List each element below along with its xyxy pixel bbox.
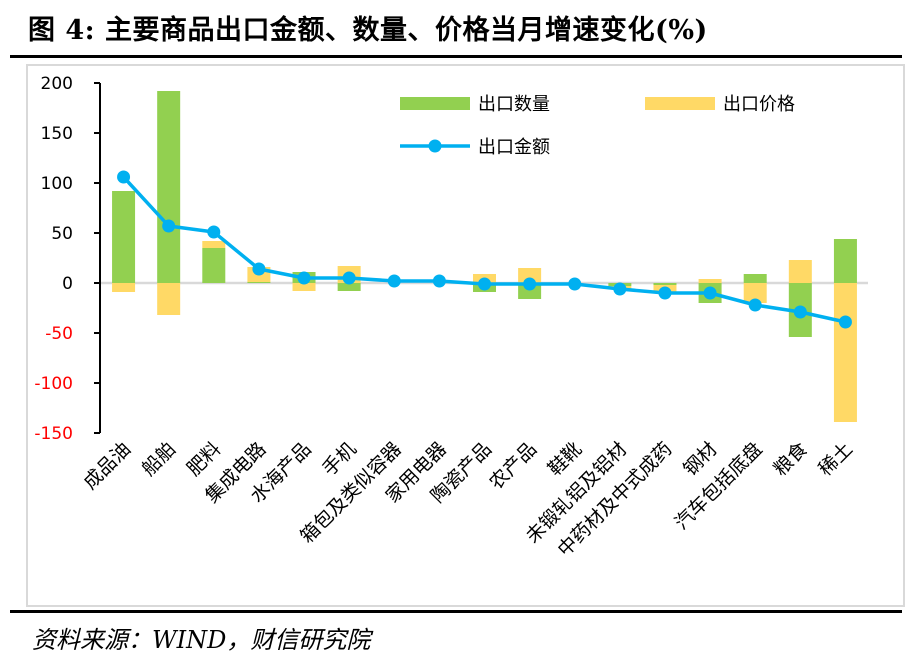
x-tick-label: 成品油 — [79, 438, 135, 494]
amount-point — [658, 286, 672, 300]
price-bar — [788, 260, 812, 283]
y-tick-label: -50 — [45, 324, 73, 344]
quantity-bar — [653, 283, 677, 285]
chart-title: 图 4: 主要商品出口金额、数量、价格当月增速变化(%) — [28, 15, 708, 46]
y-tick-label: -150 — [34, 424, 73, 444]
quantity-bar — [743, 274, 767, 283]
source-rule — [10, 610, 902, 613]
amount-point — [297, 271, 311, 285]
price-bar — [698, 279, 722, 283]
legend-item: 出口价格 — [645, 94, 795, 115]
quantity-bar — [337, 283, 361, 291]
legend-label: 出口数量 — [478, 94, 550, 115]
amount-line — [117, 170, 852, 329]
amount-point — [432, 274, 446, 288]
legend-marker — [428, 139, 442, 153]
legend-swatch — [400, 97, 470, 110]
amount-series-line — [122, 175, 846, 324]
amount-point — [342, 271, 356, 285]
quantity-bar — [833, 239, 857, 283]
quantity-bar — [247, 282, 271, 283]
y-tick-label: 0 — [62, 274, 73, 294]
price-bar — [518, 268, 542, 283]
price-bar — [202, 241, 226, 248]
amount-point — [252, 262, 266, 276]
legend-label: 出口金额 — [478, 137, 550, 158]
x-tick-label: 粮食 — [769, 438, 811, 480]
price-bar — [112, 283, 136, 292]
amount-point — [387, 274, 401, 288]
x-tick-label: 稀土 — [815, 438, 857, 480]
y-tick-label: 200 — [41, 74, 73, 94]
amount-point — [568, 277, 582, 291]
title-rule — [10, 55, 902, 58]
amount-point — [613, 282, 627, 296]
y-tick-label: 150 — [41, 124, 73, 144]
price-bar — [292, 283, 316, 291]
amount-point — [703, 286, 717, 300]
amount-point — [793, 305, 807, 319]
chart-frame — [26, 64, 905, 607]
price-bar — [833, 283, 857, 422]
amount-point — [478, 277, 491, 291]
legend-swatch — [645, 97, 715, 110]
y-tick-label: 100 — [41, 174, 73, 194]
x-tick-label: 船舶 — [138, 438, 180, 480]
amount-point — [207, 225, 221, 239]
amount-point — [838, 315, 852, 329]
price-bar — [743, 283, 767, 303]
legend-item: 出口数量 — [400, 94, 550, 115]
quantity-bar — [157, 91, 181, 283]
quantity-bar — [202, 248, 226, 283]
y-tick-label: 50 — [51, 224, 73, 244]
amount-point — [162, 219, 176, 233]
price-bar — [157, 283, 181, 315]
amount-point — [748, 298, 762, 312]
x-tick-label: 农产品 — [485, 438, 541, 494]
legend-label: 出口价格 — [723, 94, 795, 115]
source-note: 资料来源：WIND，财信研究院 — [32, 626, 371, 654]
amount-point — [117, 170, 131, 184]
y-tick-label: -100 — [34, 374, 73, 394]
quantity-bar — [112, 191, 136, 283]
amount-point — [523, 277, 537, 291]
legend-item: 出口金额 — [400, 137, 550, 158]
